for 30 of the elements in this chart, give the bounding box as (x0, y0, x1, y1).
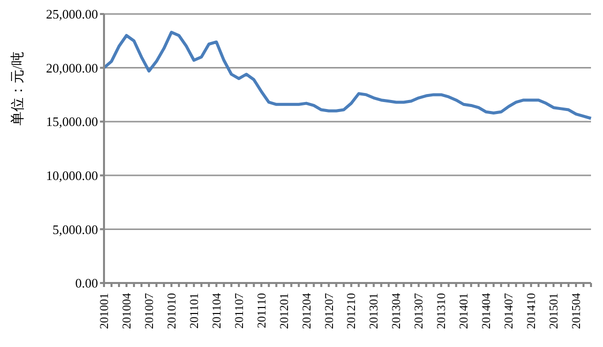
y-tick-label: 0.00 (75, 276, 98, 291)
x-tick-label: 201001 (97, 293, 111, 329)
line-series (102, 30, 592, 120)
x-tick-label: 201010 (164, 293, 178, 329)
x-tick-label: 201407 (502, 293, 516, 329)
y-tick-label: 5,000.00 (52, 222, 98, 237)
x-tick-label: 201110 (254, 293, 268, 328)
x-tick-label: 201104 (209, 293, 224, 329)
x-tick-label: 201210 (344, 293, 358, 329)
x-tick-label: 201204 (299, 293, 314, 329)
y-tick-label: 15,000.00 (46, 114, 98, 130)
x-tick-label: 201410 (524, 293, 538, 329)
x-tick-label: 201310 (434, 293, 448, 329)
x-tick-label: 201404 (479, 293, 494, 329)
x-tick-label: 201107 (232, 293, 246, 329)
y-axis-title: 单位：元/吨 (10, 52, 26, 126)
x-tick-label: 201301 (366, 293, 381, 329)
y-tick-label: 25,000.00 (46, 6, 98, 22)
x-tick-label: 201504 (569, 293, 584, 329)
x-tick-label: 201401 (456, 293, 471, 329)
x-tick-label: 201101 (186, 293, 201, 329)
y-tick-label: 10,000.00 (46, 168, 98, 184)
x-tick-label: 201007 (142, 293, 156, 329)
x-tick-label: 201304 (389, 293, 404, 329)
x-tick-label: 201307 (412, 293, 426, 329)
y-tick-label: 20,000.00 (46, 60, 98, 76)
x-tick-label: 201207 (322, 293, 336, 329)
x-tick-label: 201201 (276, 293, 291, 329)
x-tick-label: 201501 (546, 293, 561, 329)
x-tick-label: 201004 (119, 293, 134, 329)
